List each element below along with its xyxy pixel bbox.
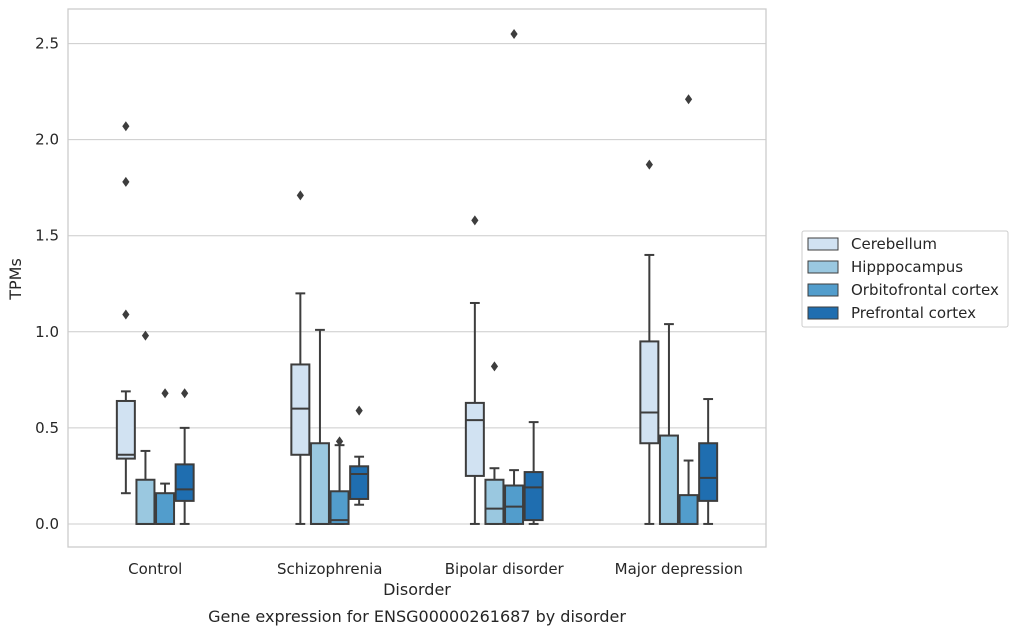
box-group: [658, 323, 679, 525]
outlier-point: [296, 190, 304, 201]
y-tick-label: 0.0: [35, 515, 59, 533]
box-group: [309, 328, 330, 525]
y-tick-label: 2.0: [35, 131, 59, 149]
box-group: [349, 405, 370, 506]
box-group: [639, 159, 660, 525]
outlier-point: [122, 121, 130, 132]
y-axis-label: TPMs: [6, 258, 25, 301]
box-body: [698, 442, 719, 502]
box-body: [523, 471, 544, 522]
box-group: [484, 361, 505, 525]
x-tick-label: Major depression: [615, 560, 743, 578]
legend-label: Cerebellum: [851, 235, 937, 253]
outlier-point: [161, 388, 169, 399]
outlier-point: [645, 159, 653, 170]
outlier-point: [684, 94, 693, 105]
box-body: [349, 465, 370, 500]
outlier-point: [510, 28, 518, 39]
box-body: [504, 484, 525, 525]
box-body: [155, 492, 176, 525]
legend-swatch: [807, 283, 839, 297]
legend-swatch: [807, 237, 839, 251]
legend-swatch: [807, 306, 839, 320]
outlier-point: [471, 215, 479, 226]
box-group: [174, 388, 195, 525]
boxes: [115, 28, 719, 525]
y-tick-labels: 0.0 0.5 1.0 1.5 2.0 2.5: [35, 35, 59, 533]
outlier-point: [141, 330, 150, 341]
outlier-point: [122, 309, 130, 320]
x-tick-label: Control: [128, 560, 182, 578]
y-tick-label: 1.0: [35, 323, 59, 341]
box-body: [329, 490, 350, 525]
legend: Cerebellum Hipppocampus Orbitofrontal cort…: [801, 230, 1009, 328]
legend-frame: [801, 230, 1009, 328]
legend-label: Prefrontal cortex: [851, 304, 976, 322]
x-tick-label: Bipolar disorder: [445, 560, 565, 578]
x-tick-label: Schizophrenia: [277, 560, 382, 578]
box-body: [678, 494, 699, 525]
box-body: [115, 399, 136, 460]
box-group: [155, 388, 176, 525]
outlier-point: [490, 361, 499, 372]
x-axis-label: Disorder: [383, 580, 451, 599]
box-body: [639, 340, 660, 445]
y-tick-label: 0.5: [35, 419, 59, 437]
figure-caption: Gene expression for ENSG00000261687 by d…: [208, 607, 626, 626]
box-group: [504, 28, 525, 525]
box-body: [658, 434, 679, 525]
box-group: [678, 94, 699, 525]
x-tick-labels: Control Schizophrenia Bipolar disorder Majo…: [128, 560, 743, 578]
box-group: [329, 436, 350, 525]
box-body: [464, 401, 485, 477]
outlier-point: [122, 176, 130, 187]
box-group: [135, 330, 156, 525]
box-body: [484, 478, 505, 525]
outlier-point: [335, 436, 344, 447]
box-group: [523, 421, 544, 525]
box-body: [135, 478, 156, 525]
outlier-point: [355, 405, 363, 416]
box-body: [174, 463, 195, 502]
legend-swatch: [807, 260, 839, 274]
legend-label: Orbitofrontal cortex: [851, 281, 999, 299]
y-tick-label: 2.5: [35, 35, 59, 53]
box-body: [309, 442, 330, 525]
box-group: [698, 398, 719, 525]
box-group: [464, 215, 485, 525]
y-tick-label: 1.5: [35, 227, 59, 245]
legend-label: Hipppocampus: [851, 258, 963, 276]
outlier-point: [181, 388, 189, 399]
box-group: [115, 121, 136, 495]
plot-frame: [67, 8, 767, 548]
box-group: [290, 190, 311, 525]
